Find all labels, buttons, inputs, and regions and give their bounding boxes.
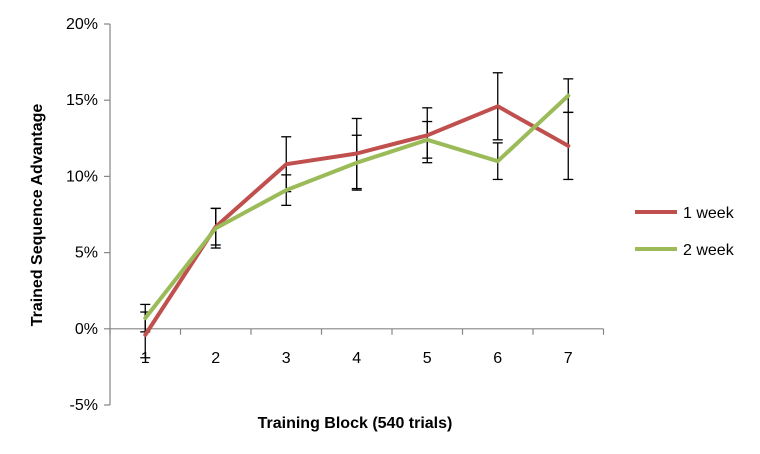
y-axis-title: Trained Sequence Advantage — [29, 104, 46, 327]
x-tick-label: 3 — [282, 350, 291, 367]
series-lines — [143, 93, 571, 337]
y-tick-label: 20% — [66, 16, 98, 33]
legend-label: 1 week — [683, 205, 735, 222]
y-tick-label: -5% — [70, 397, 98, 414]
legend: 1 week 2 week — [635, 205, 735, 259]
series-line-2 — [143, 93, 571, 321]
x-tick-label: 7 — [564, 350, 573, 367]
x-tick-label: 4 — [352, 350, 361, 367]
x-tick-label: 5 — [423, 350, 432, 367]
y-tick-label: 0% — [75, 321, 98, 338]
y-tick-label: 10% — [66, 168, 98, 185]
y-tick-label: 15% — [66, 92, 98, 109]
x-tick-label: 2 — [211, 350, 220, 367]
chart-axes — [104, 23, 605, 406]
tick-labels: -5% 0% 5% 10% 15% 20% 1 2 3 4 5 6 7 — [66, 16, 573, 414]
x-tick-label: 1 — [141, 350, 150, 367]
x-tick-label: 6 — [493, 350, 502, 367]
y-tick-label: 5% — [75, 245, 98, 262]
x-axis-title: Training Block (540 trials) — [258, 415, 453, 432]
error-bars — [140, 72, 574, 359]
legend-label: 2 week — [683, 242, 735, 259]
